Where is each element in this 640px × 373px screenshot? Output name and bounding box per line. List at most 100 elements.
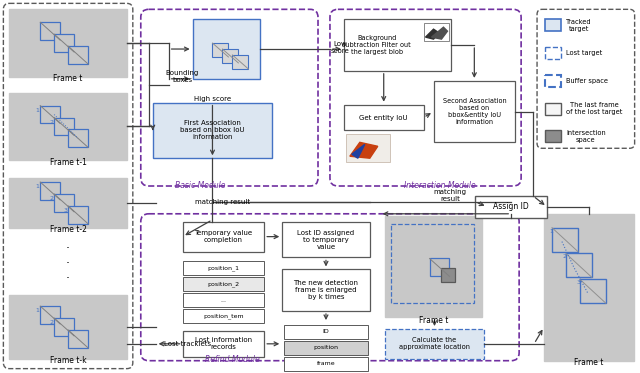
Text: position: position bbox=[314, 345, 339, 350]
FancyBboxPatch shape bbox=[141, 9, 318, 186]
Bar bbox=[232, 55, 248, 69]
Bar bbox=[68, 46, 88, 64]
Text: First Association
based on bbox IoU
information: First Association based on bbox IoU info… bbox=[180, 120, 244, 140]
Bar bbox=[182, 309, 264, 323]
Text: matching
result: matching result bbox=[433, 189, 467, 203]
Bar bbox=[284, 325, 368, 339]
Bar bbox=[545, 103, 561, 115]
Bar bbox=[40, 306, 60, 324]
Bar bbox=[390, 224, 474, 303]
Text: Refind Module: Refind Module bbox=[205, 355, 260, 364]
Text: Lost information
records: Lost information records bbox=[195, 337, 252, 350]
Text: 2: 2 bbox=[49, 320, 53, 325]
FancyBboxPatch shape bbox=[330, 9, 521, 186]
Bar bbox=[545, 131, 561, 142]
Text: Lost ID assigned
to temporary
value: Lost ID assigned to temporary value bbox=[298, 230, 355, 250]
Text: 1: 1 bbox=[35, 184, 39, 189]
Bar bbox=[284, 341, 368, 355]
Bar bbox=[282, 269, 370, 311]
Bar bbox=[476, 196, 547, 218]
Bar bbox=[182, 331, 264, 357]
Bar bbox=[346, 134, 390, 162]
Bar bbox=[10, 295, 127, 359]
Text: Second Association
based on
bbox&entity IoU
information: Second Association based on bbox&entity … bbox=[442, 98, 506, 125]
Polygon shape bbox=[350, 142, 378, 158]
Text: Frame t: Frame t bbox=[574, 358, 604, 367]
Text: Calculate the
approximate location: Calculate the approximate location bbox=[399, 337, 470, 350]
Bar bbox=[223, 49, 238, 63]
Text: 3: 3 bbox=[577, 280, 581, 285]
Bar bbox=[182, 222, 264, 251]
Text: Buffer space: Buffer space bbox=[566, 78, 608, 84]
Bar bbox=[282, 222, 370, 257]
Bar bbox=[212, 43, 228, 57]
Text: ·
·
·: · · · bbox=[66, 242, 70, 285]
Bar bbox=[545, 75, 561, 87]
Text: Lost target: Lost target bbox=[566, 50, 602, 56]
Bar bbox=[552, 228, 578, 251]
Text: 1: 1 bbox=[35, 107, 39, 113]
Bar bbox=[54, 318, 74, 336]
Text: position_tem: position_tem bbox=[203, 313, 244, 319]
Text: frame: frame bbox=[317, 361, 335, 366]
Bar bbox=[182, 277, 264, 291]
Text: Tracked
target: Tracked target bbox=[566, 19, 591, 32]
Text: 3: 3 bbox=[63, 208, 67, 213]
Text: Assign ID: Assign ID bbox=[493, 202, 529, 211]
Text: Temporary value
completion: Temporary value completion bbox=[195, 230, 253, 243]
Bar bbox=[344, 19, 451, 71]
Text: Intersection
space: Intersection space bbox=[566, 130, 605, 143]
Bar bbox=[68, 129, 88, 147]
Text: Get entity IoU: Get entity IoU bbox=[360, 115, 408, 120]
Bar bbox=[153, 103, 272, 158]
Text: Low
score: Low score bbox=[331, 41, 349, 54]
Text: ...: ... bbox=[220, 298, 227, 303]
Text: Basic Module: Basic Module bbox=[175, 181, 226, 189]
Bar bbox=[442, 269, 456, 282]
Bar bbox=[10, 9, 127, 77]
Text: Interaction Module: Interaction Module bbox=[404, 181, 476, 189]
Bar bbox=[182, 293, 264, 307]
Bar bbox=[284, 357, 368, 371]
Text: 2: 2 bbox=[49, 196, 53, 201]
Text: position_1: position_1 bbox=[207, 266, 239, 271]
Text: The new detection
frame is enlarged
by k times: The new detection frame is enlarged by k… bbox=[294, 280, 358, 300]
Text: 2: 2 bbox=[49, 119, 53, 125]
Text: 1: 1 bbox=[35, 308, 39, 313]
Bar bbox=[10, 178, 127, 228]
Text: 2: 2 bbox=[563, 254, 567, 260]
FancyBboxPatch shape bbox=[3, 3, 133, 369]
Bar bbox=[40, 106, 60, 123]
Text: Frame t: Frame t bbox=[419, 317, 448, 326]
Polygon shape bbox=[352, 144, 365, 158]
Text: matching result: matching result bbox=[195, 199, 250, 205]
Polygon shape bbox=[431, 27, 447, 39]
Bar bbox=[566, 254, 592, 277]
Bar bbox=[182, 261, 264, 275]
Bar bbox=[68, 206, 88, 224]
FancyBboxPatch shape bbox=[141, 214, 519, 361]
Text: ID: ID bbox=[323, 329, 330, 335]
Text: Bounding
boxes: Bounding boxes bbox=[166, 70, 199, 83]
Text: The last frame
of the lost target: The last frame of the lost target bbox=[566, 102, 622, 115]
Text: Background
subtraction Filter out
the largest blob: Background subtraction Filter out the la… bbox=[342, 35, 411, 55]
Bar bbox=[580, 279, 605, 303]
Text: Frame t-1: Frame t-1 bbox=[50, 158, 86, 167]
Bar bbox=[545, 47, 561, 59]
Bar bbox=[193, 19, 260, 79]
Bar bbox=[424, 23, 449, 41]
Polygon shape bbox=[426, 29, 440, 39]
Bar bbox=[545, 19, 561, 31]
Text: Lost tracklets: Lost tracklets bbox=[164, 341, 211, 347]
Text: Frame t: Frame t bbox=[53, 74, 83, 83]
Bar bbox=[54, 117, 74, 135]
Bar bbox=[344, 104, 424, 131]
Text: Frame t-k: Frame t-k bbox=[50, 356, 86, 365]
Bar bbox=[54, 194, 74, 212]
Text: High score: High score bbox=[194, 95, 231, 102]
Bar bbox=[385, 329, 484, 359]
Bar bbox=[40, 182, 60, 200]
Text: 1: 1 bbox=[549, 229, 553, 233]
Bar bbox=[433, 81, 515, 142]
Bar bbox=[10, 93, 127, 160]
